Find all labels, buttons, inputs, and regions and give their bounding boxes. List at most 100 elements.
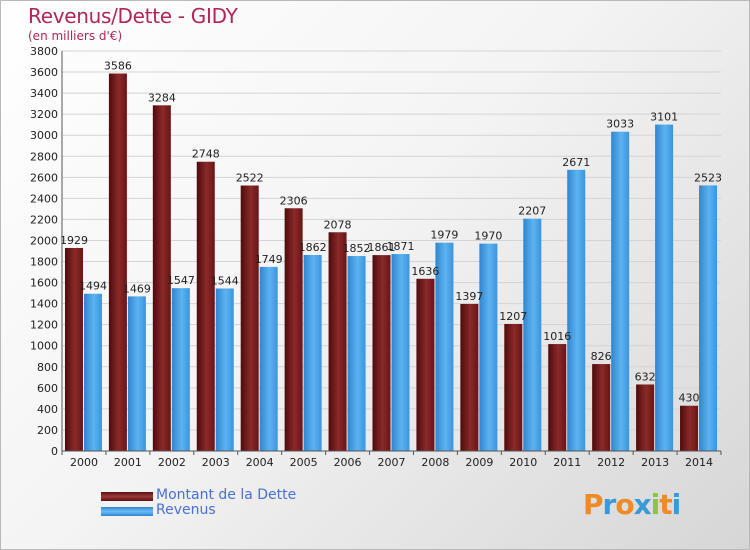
legend-swatch-revenus (101, 507, 153, 516)
data-label-debt: 2522 (236, 172, 264, 185)
bar-debt-2012 (592, 364, 611, 451)
x-tick-label: 2012 (597, 456, 625, 469)
logo-letter: r (602, 488, 617, 521)
x-tick-label: 2006 (334, 456, 362, 469)
bar-revenus-2002 (171, 288, 190, 451)
bar-debt-2001 (108, 73, 127, 452)
y-tick-label: 1600 (30, 277, 58, 290)
y-tick-label: 3400 (30, 87, 58, 100)
bar-revenus-2004 (259, 266, 278, 451)
logo-letter: x (633, 488, 652, 521)
data-label-revenus: 1871 (387, 240, 415, 253)
data-label-revenus: 1544 (211, 274, 239, 287)
y-tick-label: 2800 (30, 150, 58, 163)
bar-revenus-2003 (215, 288, 234, 451)
data-label-revenus: 2523 (694, 171, 722, 184)
data-label-debt: 1929 (60, 234, 88, 247)
data-label-debt: 2306 (280, 194, 308, 207)
bar-debt-2007 (372, 255, 391, 451)
logo-letter: t (659, 488, 672, 521)
data-label-revenus: 1979 (430, 229, 458, 242)
data-label-debt: 2078 (324, 218, 352, 231)
x-tick-label: 2005 (290, 456, 318, 469)
y-tick-label: 2400 (30, 192, 58, 205)
x-tick-label: 2013 (641, 456, 669, 469)
x-tick-label: 2003 (202, 456, 230, 469)
data-label-debt: 430 (679, 392, 700, 405)
x-tick-label: 2004 (246, 456, 274, 469)
y-tick-label: 0 (51, 445, 58, 458)
bar-revenus-2005 (303, 255, 322, 451)
data-label-revenus: 3033 (606, 118, 634, 131)
bar-debt-2004 (240, 185, 259, 452)
data-label-revenus: 1749 (255, 253, 283, 266)
data-label-debt: 2748 (192, 148, 220, 161)
y-tick-label: 1200 (30, 319, 58, 332)
data-label-debt: 3284 (148, 91, 176, 104)
bar-debt-2006 (328, 232, 347, 451)
bar-debt-2014 (680, 405, 699, 451)
bar-revenus-2008 (435, 242, 454, 451)
data-label-revenus: 1852 (343, 242, 371, 255)
bar-revenus-2013 (655, 124, 674, 451)
data-label-revenus: 1494 (79, 280, 107, 293)
data-label-debt: 1861 (368, 241, 396, 254)
data-label-debt: 826 (591, 350, 612, 363)
data-label-debt: 1207 (499, 310, 527, 323)
y-tick-label: 400 (37, 403, 58, 416)
bar-revenus-2012 (611, 131, 630, 451)
y-tick-label: 2600 (30, 171, 58, 184)
data-label-revenus: 1469 (123, 282, 151, 295)
chart-subtitle: (en milliers d'€) (28, 29, 123, 43)
bar-debt-2013 (636, 384, 655, 451)
bar-revenus-2001 (127, 296, 146, 451)
data-label-revenus: 1970 (474, 230, 502, 243)
y-tick-label: 3600 (30, 66, 58, 79)
bar-debt-2002 (152, 105, 171, 451)
proxiti-logo: Proxiti (583, 488, 682, 521)
bar-debt-2003 (196, 161, 215, 451)
y-tick-label: 3000 (30, 129, 58, 142)
legend-label-debt: Montant de la Dette (156, 487, 297, 503)
y-tick-label: 2200 (30, 213, 58, 226)
x-tick-label: 2010 (509, 456, 537, 469)
x-tick-label: 2001 (114, 456, 142, 469)
bar-debt-2011 (548, 344, 567, 451)
logo-letter: o (615, 488, 634, 521)
data-label-debt: 1397 (455, 290, 483, 303)
x-tick-label: 2007 (378, 456, 406, 469)
legend-swatch-debt (101, 492, 153, 501)
x-tick-label: 2008 (421, 456, 449, 469)
data-label-debt: 632 (635, 370, 656, 383)
y-tick-label: 2000 (30, 234, 58, 247)
bar-debt-2008 (416, 278, 435, 451)
y-tick-label: 200 (37, 424, 58, 437)
bar-debt-2000 (64, 247, 83, 451)
bar-revenus-2014 (699, 185, 718, 451)
bar-revenus-2006 (347, 256, 366, 451)
data-label-revenus: 2207 (518, 205, 546, 218)
logo-letter: i (650, 488, 661, 521)
data-label-revenus: 1862 (299, 241, 327, 254)
x-tick-label: 2009 (465, 456, 493, 469)
y-tick-label: 1400 (30, 298, 58, 311)
y-tick-label: 600 (37, 382, 58, 395)
y-tick-label: 1000 (30, 340, 58, 353)
data-label-revenus: 2671 (562, 156, 590, 169)
data-label-debt: 1636 (411, 265, 439, 278)
legend-label-revenus: Revenus (156, 502, 216, 518)
y-tick-label: 1800 (30, 256, 58, 269)
y-tick-label: 3800 (30, 45, 58, 58)
data-label-revenus: 1547 (167, 274, 195, 287)
x-tick-label: 2011 (553, 456, 581, 469)
bar-debt-2010 (504, 323, 523, 451)
x-tick-label: 2000 (70, 456, 98, 469)
logo-letter: i (671, 488, 682, 521)
bar-revenus-2000 (83, 293, 102, 451)
bar-revenus-2007 (391, 254, 410, 451)
bar-revenus-2010 (523, 218, 542, 451)
bar-revenus-2011 (567, 169, 586, 451)
bar-revenus-2009 (479, 243, 498, 451)
